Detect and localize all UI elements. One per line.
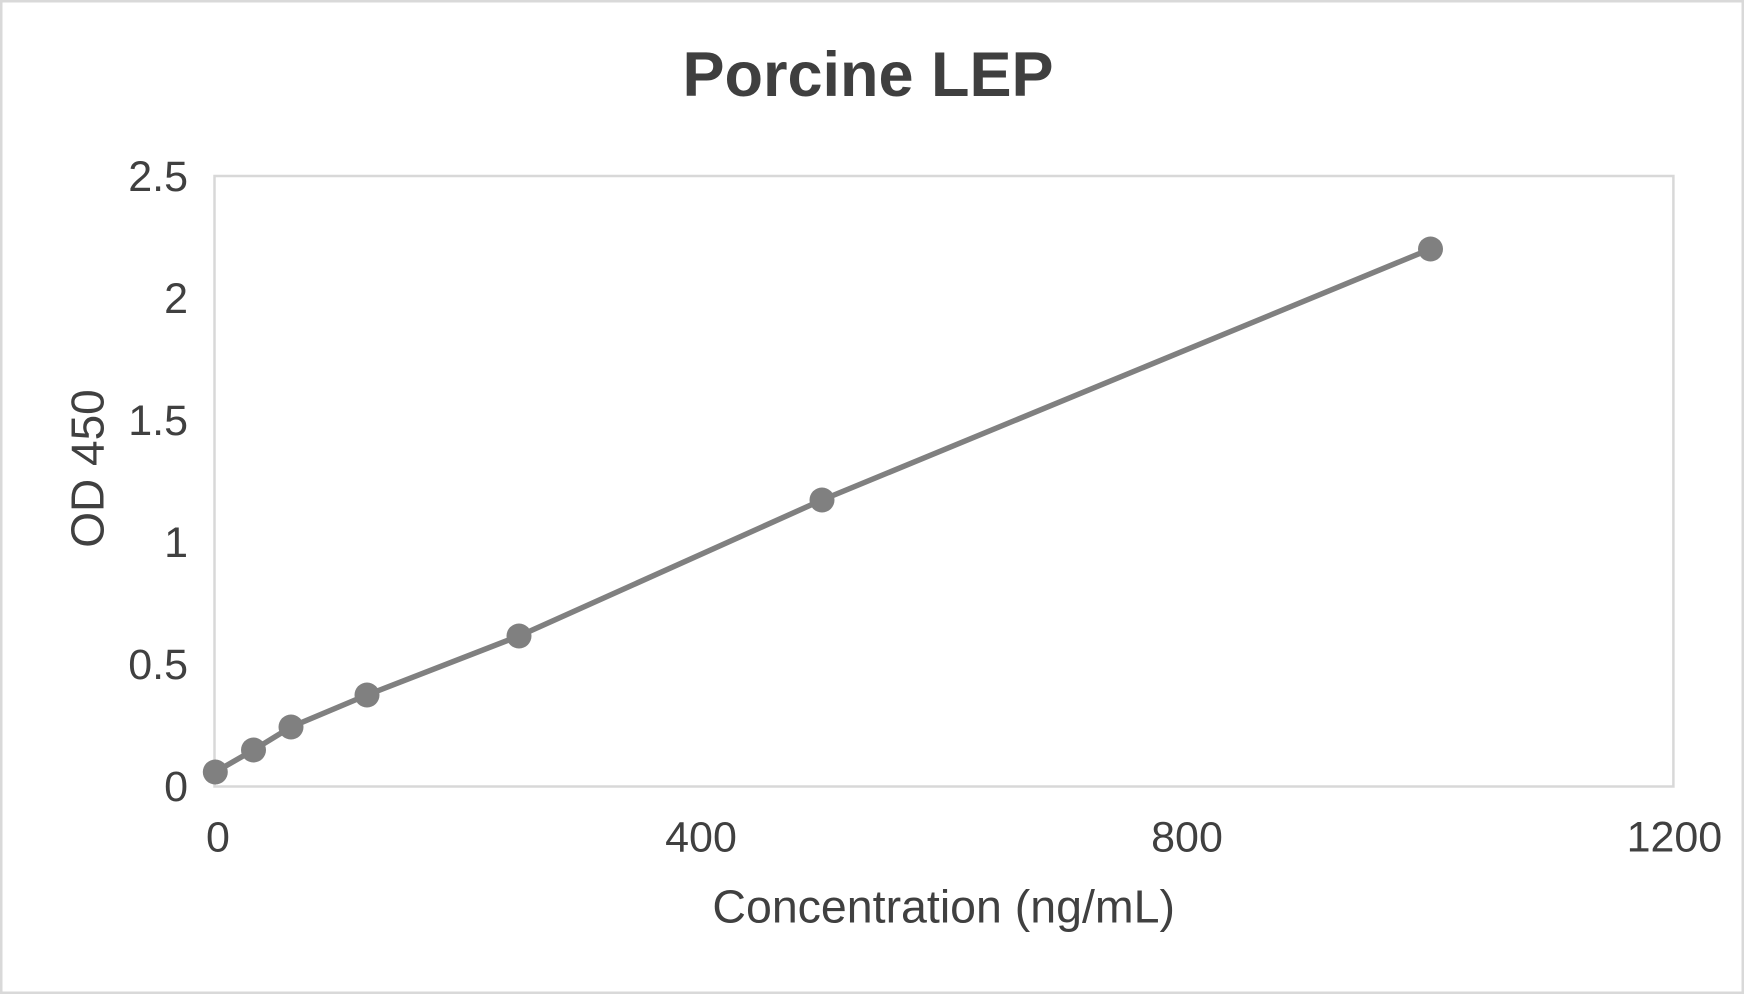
svg-text:OD 450: OD 450	[62, 389, 114, 548]
svg-text:400: 400	[665, 814, 737, 862]
svg-text:1200: 1200	[1627, 814, 1723, 862]
svg-text:Concentration (ng/mL): Concentration (ng/mL)	[712, 881, 1175, 933]
svg-text:0.5: 0.5	[128, 641, 188, 689]
svg-text:0: 0	[206, 814, 230, 862]
svg-text:1.5: 1.5	[128, 397, 188, 445]
svg-text:800: 800	[1151, 814, 1223, 862]
svg-text:1: 1	[164, 519, 188, 567]
svg-text:2: 2	[164, 275, 188, 323]
svg-text:2.5: 2.5	[128, 153, 188, 201]
svg-text:Porcine LEP: Porcine LEP	[682, 40, 1053, 110]
svg-text:0: 0	[164, 763, 188, 811]
